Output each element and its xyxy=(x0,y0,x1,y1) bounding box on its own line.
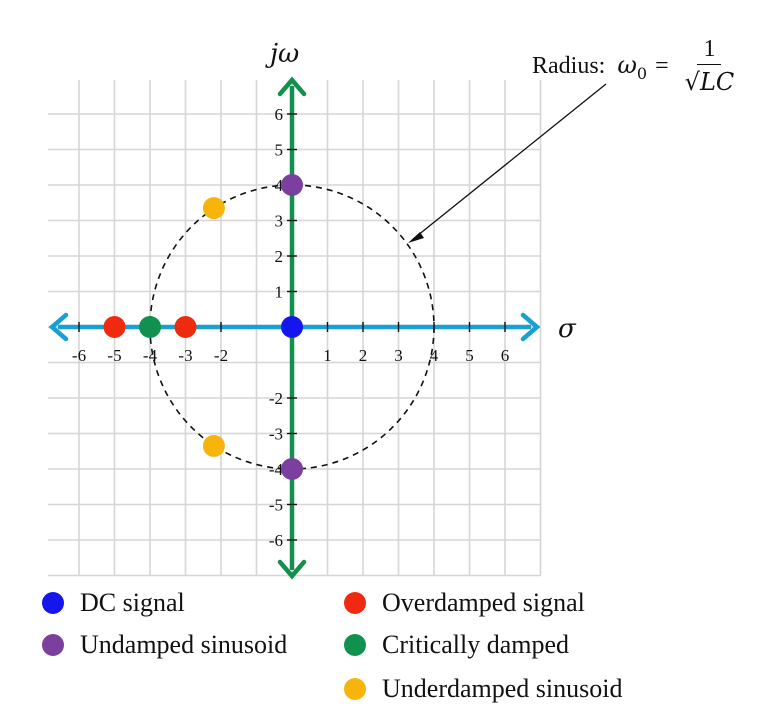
x-tick-label: 1 xyxy=(323,346,332,365)
pole-marker xyxy=(281,458,303,480)
x-axis-arrow-right xyxy=(520,312,541,342)
radius-annotation: Radius: ω0 = 1 √LC xyxy=(532,36,734,97)
omega0-symbol: ω0 xyxy=(617,51,647,83)
pole-marker xyxy=(281,174,303,196)
annotation-arrow-line xyxy=(411,83,607,241)
x-tick-label: 2 xyxy=(359,346,368,365)
y-tick-label: 5 xyxy=(275,141,284,160)
legend-undamped-sinusoid: Undamped sinusoid xyxy=(42,630,287,660)
x-axis-label: σ xyxy=(558,314,577,344)
y-axis-label: jω xyxy=(265,39,299,69)
y-tick-label: -5 xyxy=(269,496,283,515)
omega-glyph: ω xyxy=(617,50,637,79)
pole-marker xyxy=(281,316,303,338)
tick-labels: -6 -5 -4 -3 -2 1 2 3 4 5 6 6 5 4 3 2 1 -2 -3 -4 -5 -6 xyxy=(72,105,509,550)
x-tick-label: -4 xyxy=(143,346,158,365)
pole-marker xyxy=(139,316,161,338)
x-tick-label: 3 xyxy=(394,346,403,365)
y-tick-label: -4 xyxy=(269,460,284,479)
radius-fraction: 1 √LC xyxy=(685,36,735,97)
radius-prefix: Radius: xyxy=(532,53,606,79)
legend-marker xyxy=(344,592,366,614)
legend-overdamped-signal: Overdamped signal xyxy=(344,588,585,618)
y-tick-label: -6 xyxy=(269,531,283,550)
x-tick-label: -5 xyxy=(107,346,121,365)
x-tick-label: -3 xyxy=(178,346,192,365)
fraction-denominator: √LC xyxy=(684,68,735,96)
x-tick-label: 6 xyxy=(501,346,510,365)
x-tick-label: 5 xyxy=(465,346,474,365)
pole-marker xyxy=(174,316,197,338)
fraction-numerator: 1 xyxy=(697,36,722,65)
y-tick-label: 4 xyxy=(275,176,284,195)
y-tick-label: 1 xyxy=(275,283,284,302)
y-tick-label: 2 xyxy=(275,247,284,266)
legend-marker xyxy=(344,678,366,700)
pole-marker xyxy=(202,434,225,457)
x-tick-label: -6 xyxy=(72,346,86,365)
legend-critically-damped: Critically damped xyxy=(344,630,569,660)
poles xyxy=(103,174,303,480)
x-tick-label: -2 xyxy=(214,346,228,365)
y-tick-label: 6 xyxy=(275,105,284,124)
legend-label: DC signal xyxy=(80,588,185,617)
legend-marker xyxy=(42,592,64,614)
pole-marker xyxy=(202,197,225,220)
y-tick-label: -2 xyxy=(269,389,283,408)
pole-marker xyxy=(103,316,126,338)
x-axis-arrow-left xyxy=(48,312,69,342)
legend-underdamped-sinusoid: Underdamped sinusoid xyxy=(344,674,622,704)
annotation-arrowhead xyxy=(408,232,424,243)
x-tick-label: 4 xyxy=(430,346,439,365)
y-axis-arrow-bottom xyxy=(277,559,307,580)
legend-dc-signal: DC signal xyxy=(42,588,185,618)
legend-label: Underdamped sinusoid xyxy=(382,674,623,703)
legend-label: Undamped sinusoid xyxy=(80,630,288,659)
equals-sign: = xyxy=(655,53,669,79)
legend-label: Critically damped xyxy=(382,630,570,659)
omega-subscript: 0 xyxy=(636,63,648,83)
y-axis-arrow-top xyxy=(277,76,307,97)
y-tick-label: -3 xyxy=(269,425,283,444)
legend-marker xyxy=(344,634,366,656)
y-tick-label: 3 xyxy=(275,212,284,231)
legend-label: Overdamped signal xyxy=(382,588,585,617)
legend-marker xyxy=(42,634,64,656)
